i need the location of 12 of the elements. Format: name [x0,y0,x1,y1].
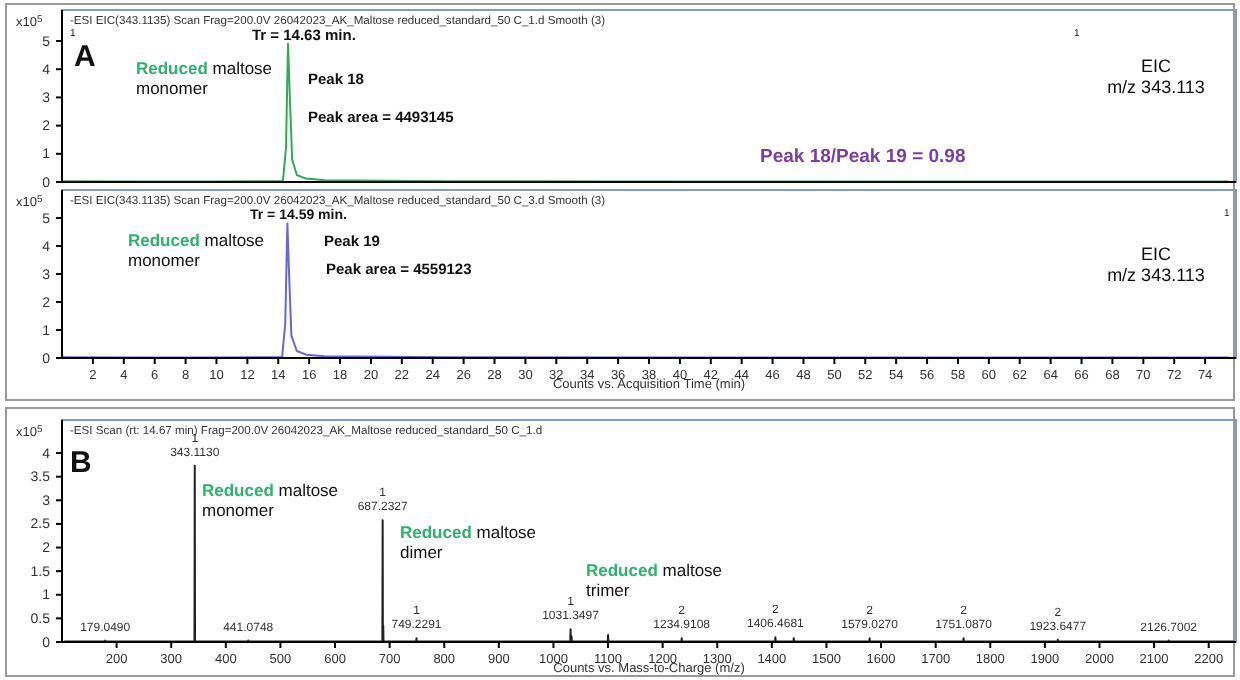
annotation: A [74,40,96,74]
annotation: B [70,446,92,480]
text: Reduced maltose trimer [586,560,723,600]
annotation: Peak 18/Peak 19 = 0.98 [760,146,966,168]
annotation: Reduced maltose monomer [128,230,265,270]
annotation: Reduced maltose monomer [136,58,273,98]
text: Reduced maltose dimer [400,522,537,562]
annotation: Reduced maltose monomer [202,480,339,520]
line-series [62,222,1230,359]
annotation: EIC m/z 343.113 [1107,56,1205,97]
line-series [62,42,1230,183]
annotation: EIC m/z 343.113 [1107,244,1205,285]
